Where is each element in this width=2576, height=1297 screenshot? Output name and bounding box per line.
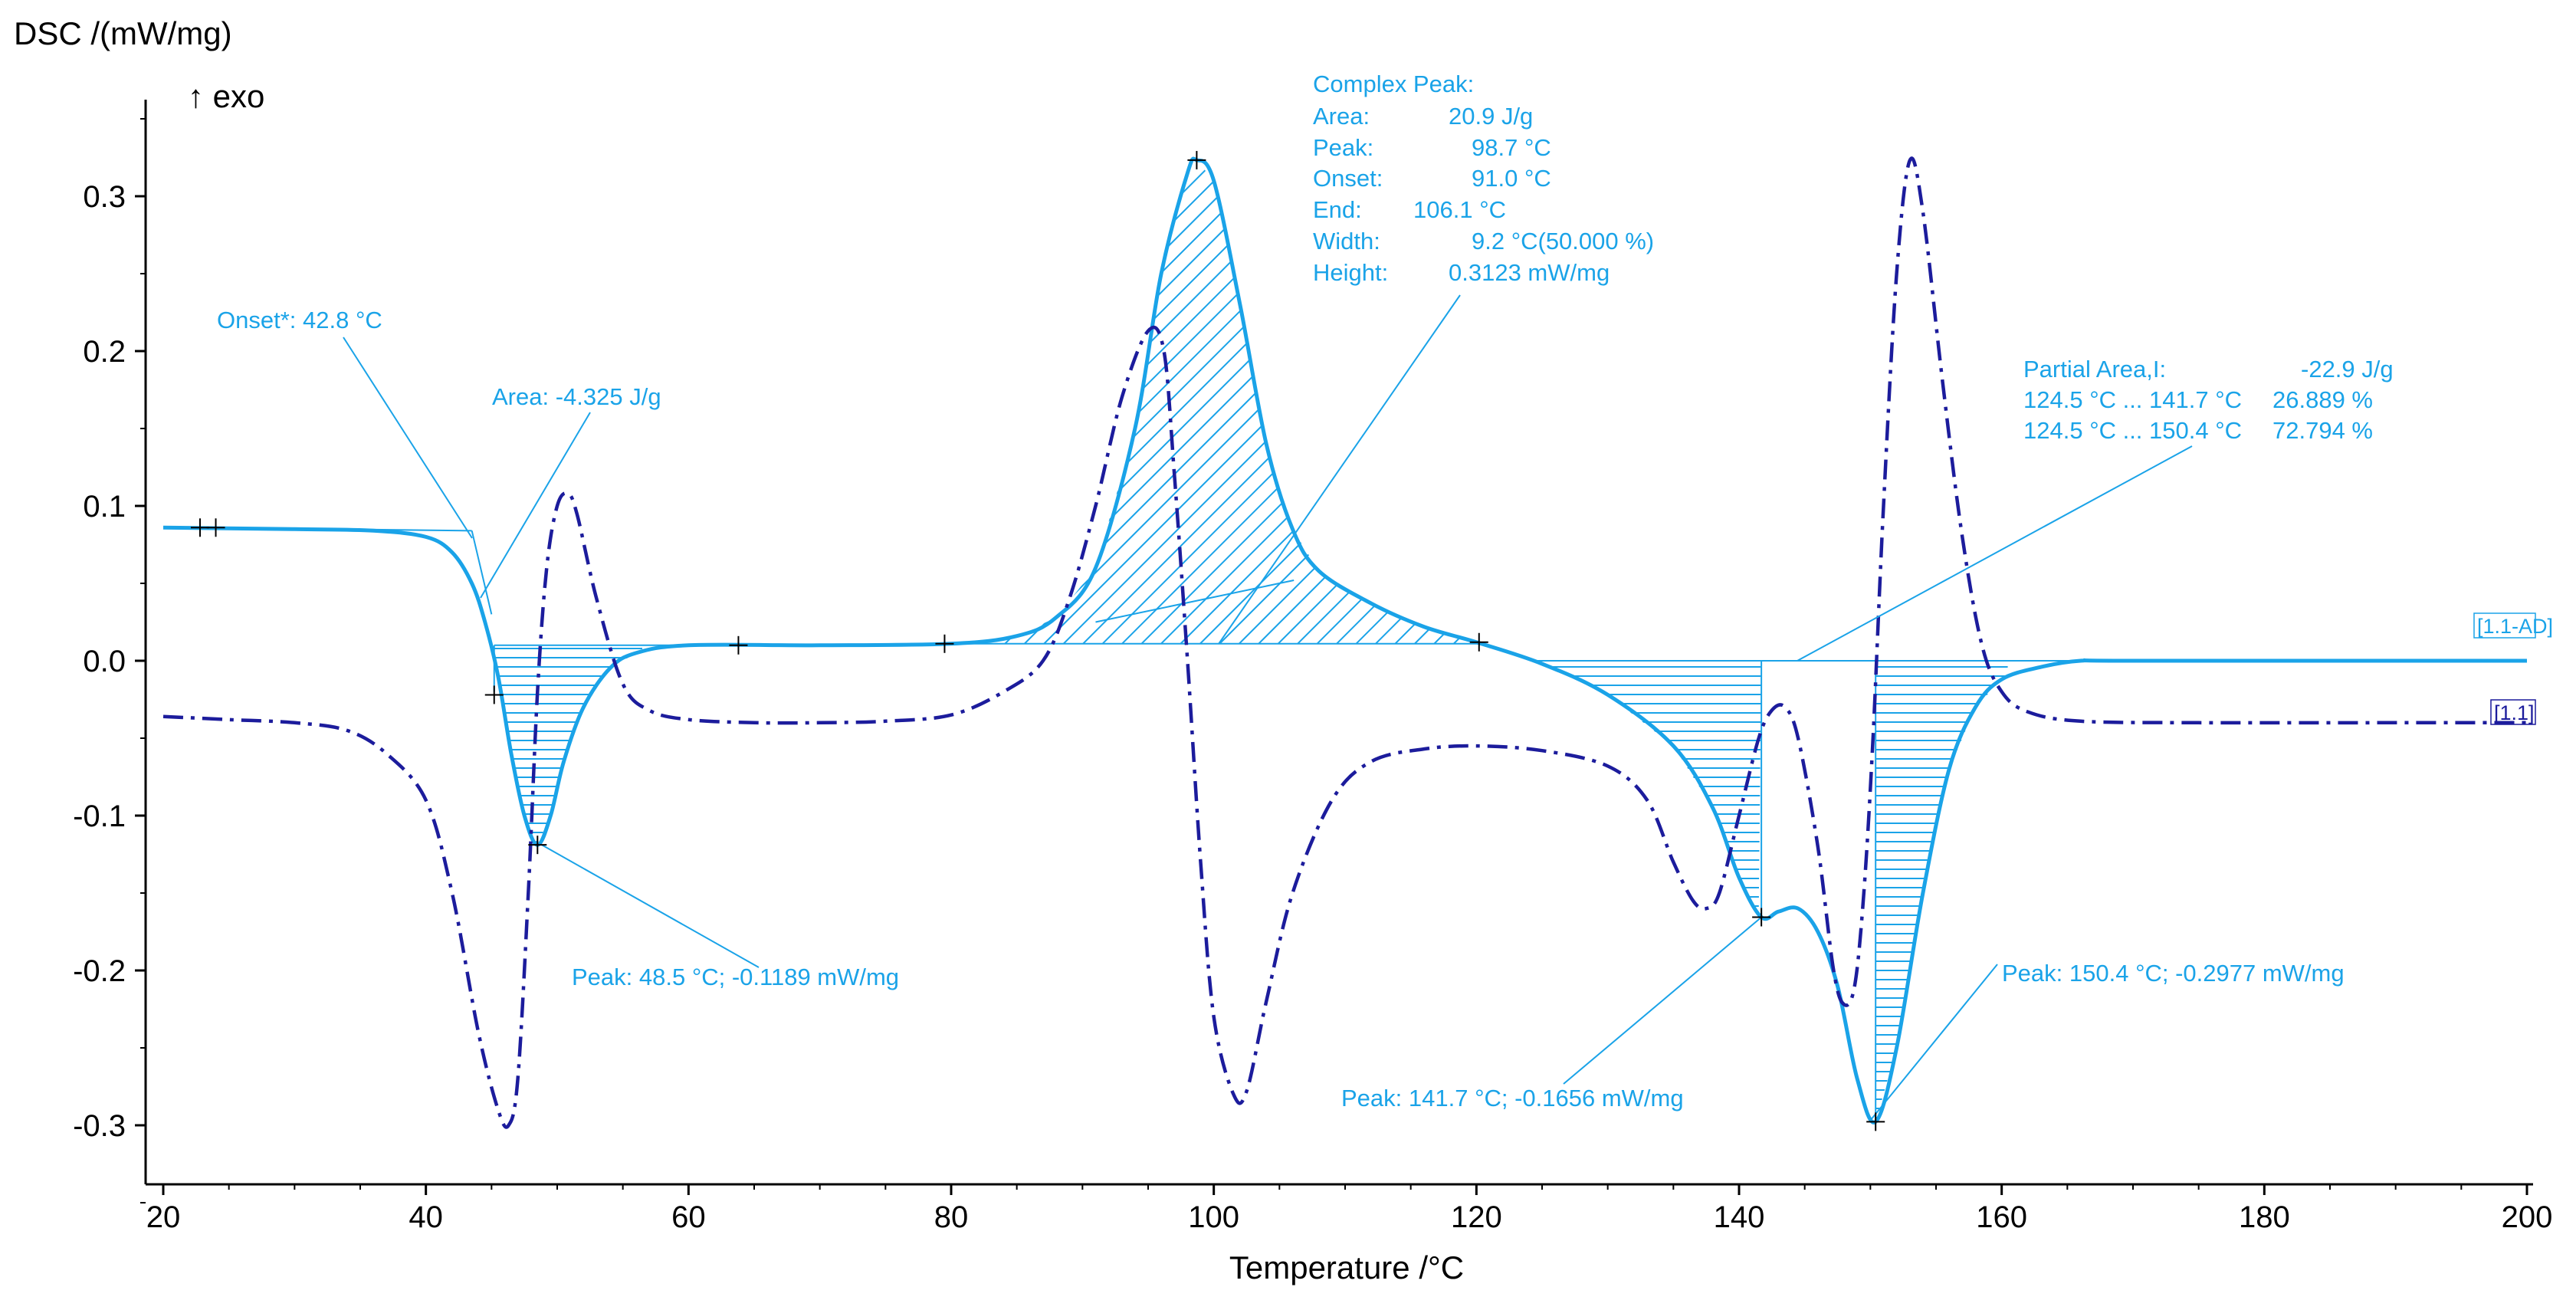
peak-markers xyxy=(190,150,1885,1131)
partial-area-title-value: -22.9 J/g xyxy=(2301,356,2394,383)
partial-area-annotation: Partial Area,I: -22.9 J/g 124.5 °C ... 1… xyxy=(2023,356,2394,444)
partial-area-row-value: 26.889 % xyxy=(2272,386,2373,413)
series-label-1-1: [1.1] xyxy=(2490,699,2536,725)
series-label-1-1-AD: [1.1-AD] xyxy=(2473,612,2553,639)
series-label-1-1-text: [1.1] xyxy=(2494,701,2535,724)
x-tick-label: 60 xyxy=(671,1200,706,1234)
y-tick-label: -0.1 xyxy=(73,800,126,833)
series-label-1-1-AD-text: [1.1-AD] xyxy=(2477,615,2553,638)
partial-area-row-value: 72.794 % xyxy=(2272,417,2373,444)
complex-peak-row-label: Peak: xyxy=(1313,134,1373,161)
onset-annotation: Onset*: 42.8 °C xyxy=(217,307,382,333)
partial-area-leader xyxy=(1797,445,2193,662)
partial-area-title: Partial Area,I: xyxy=(2023,356,2166,383)
complex-peak-row-value: 91.0 °C xyxy=(1472,165,1551,192)
complex-peak-row-value: 98.7 °C xyxy=(1472,134,1551,161)
y-tick-label: 0.3 xyxy=(83,180,126,214)
x-tick-label: 180 xyxy=(2239,1200,2290,1234)
complex-peak-row-value: 9.2 °C(50.000 %) xyxy=(1472,228,1654,254)
complex-peak-row-value: 106.1 °C xyxy=(1413,196,1506,223)
peak-annotation-3: Peak: 141.7 °C; -0.1656 mW/mg xyxy=(1341,1085,1684,1111)
x-axis-title: Temperature /°C xyxy=(1229,1249,1464,1286)
y-tick-label: 0.0 xyxy=(83,645,126,678)
y-tick-label: -0.3 xyxy=(73,1109,126,1143)
half-width-line xyxy=(1095,579,1295,623)
complex-peak-row-value: 20.9 J/g xyxy=(1449,103,1533,130)
x-tick-label: 20 xyxy=(146,1200,181,1234)
complex-peak-title: Complex Peak: xyxy=(1313,71,1474,97)
y-tick-label: -0.2 xyxy=(73,954,126,988)
area-fill-partial-1 xyxy=(1535,661,1762,913)
ticks: 20 40 60 80 100 120 140 160 180 200 0.3 0.2 0.1 0.0 -0… xyxy=(73,118,2553,1234)
x-tick-label: 80 xyxy=(934,1200,969,1234)
peak-annotation-1: Peak: 48.5 °C; -0.1189 mW/mg xyxy=(572,964,899,990)
area-fill-complex-peak xyxy=(944,161,1479,644)
peak-leader-4 xyxy=(1869,964,1998,1121)
annotation-leaders xyxy=(343,294,2193,1121)
complex-peak-row-label: Onset: xyxy=(1313,165,1383,192)
x-tick-label: 200 xyxy=(2502,1200,2553,1234)
x-tick-label: 100 xyxy=(1188,1200,1239,1234)
peak-leader-3 xyxy=(1563,915,1764,1085)
area-leader-1 xyxy=(480,412,591,599)
complex-peak-row-label: Height: xyxy=(1313,259,1388,286)
onset-tangent-line xyxy=(471,530,493,615)
x-tick-label: 120 xyxy=(1451,1200,1502,1234)
exo-label: ↑ exo xyxy=(188,78,264,114)
peak-leader-1 xyxy=(538,842,760,968)
area-fill-partial-2 xyxy=(1875,661,2009,1122)
y-tick-label: 0.2 xyxy=(83,335,126,369)
complex-peak-row-value: 0.3123 mW/mg xyxy=(1449,259,1610,286)
peak-annotation-4: Peak: 150.4 °C; -0.2977 mW/mg xyxy=(2002,960,2345,987)
complex-peak-row-label: End: xyxy=(1313,196,1362,223)
partial-area-row-range: 124.5 °C ... 150.4 °C xyxy=(2023,417,2242,444)
series-line-1-1-AD xyxy=(162,156,2527,1125)
partial-area-row-range: 124.5 °C ... 141.7 °C xyxy=(2023,386,2242,413)
series-line-1-1 xyxy=(162,156,2527,1129)
x-tick-label: 160 xyxy=(1976,1200,2027,1234)
x-tick-label: 40 xyxy=(409,1200,443,1234)
y-axis-title: DSC /(mW/mg) xyxy=(14,15,232,51)
complex-peak-annotation: Complex Peak: Area: 20.9 J/g Peak: 98.7 … xyxy=(1313,71,1654,286)
onset-leader xyxy=(343,337,473,539)
axes xyxy=(144,100,2533,1186)
y-tick-label: 0.1 xyxy=(83,490,126,524)
complex-peak-leader xyxy=(1218,294,1461,645)
x-tick-label: 140 xyxy=(1714,1200,1765,1234)
complex-peak-row-label: Width: xyxy=(1313,228,1380,254)
complex-peak-row-label: Area: xyxy=(1313,103,1370,130)
area-annotation-1: Area: -4.325 J/g xyxy=(492,383,661,410)
